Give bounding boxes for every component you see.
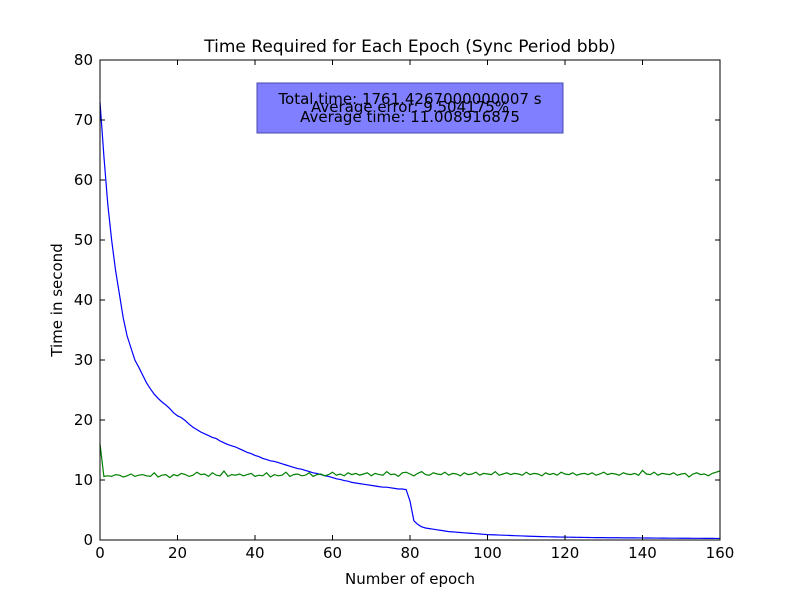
y-tick-label-40: 40	[74, 291, 93, 309]
annotation-total-time: Total time: 1761.4267000000007 s	[277, 90, 541, 108]
x-tick-label-60: 60	[323, 544, 342, 562]
y-axis-label: Time in second	[48, 243, 66, 357]
x-tick-label-40: 40	[245, 544, 264, 562]
y-tick-label-70: 70	[74, 111, 93, 129]
x-axis-label: Number of epoch	[345, 570, 475, 588]
y-tick-label-10: 10	[74, 471, 93, 489]
x-tick-label-140: 140	[628, 544, 657, 562]
y-tick-label-0: 0	[83, 531, 93, 549]
y-tick-label-50: 50	[74, 231, 93, 249]
series-line-0	[99, 101, 720, 540]
y-tick-label-60: 60	[74, 171, 93, 189]
ticks-layer	[99, 59, 721, 541]
y-tick-label-30: 30	[74, 351, 93, 369]
annotation-average-time: Average time: 11.008916875	[300, 108, 520, 126]
y-tick-label-80: 80	[74, 51, 93, 69]
x-tick-label-160: 160	[706, 544, 735, 562]
x-tick-label-100: 100	[473, 544, 502, 562]
annotation-box: Total time: 1761.4267000000007 s Average…	[256, 82, 564, 134]
series-line-1	[99, 443, 721, 479]
x-tick-label-0: 0	[95, 544, 105, 562]
annotation-background	[256, 82, 564, 134]
y-tick-label-20: 20	[74, 411, 93, 429]
series-layer	[99, 101, 721, 540]
tick-labels-layer: 0 20 40 60 80 100 120 140 160 0 10 20 30 40 50 60 70 80	[74, 51, 734, 562]
x-tick-label-80: 80	[400, 544, 419, 562]
annotation-average-error: Average error: 9.504175%	[311, 98, 509, 116]
x-tick-label-20: 20	[168, 544, 187, 562]
x-tick-label-120: 120	[551, 544, 580, 562]
chart-title: Time Required for Each Epoch (Sync Perio…	[203, 37, 615, 57]
